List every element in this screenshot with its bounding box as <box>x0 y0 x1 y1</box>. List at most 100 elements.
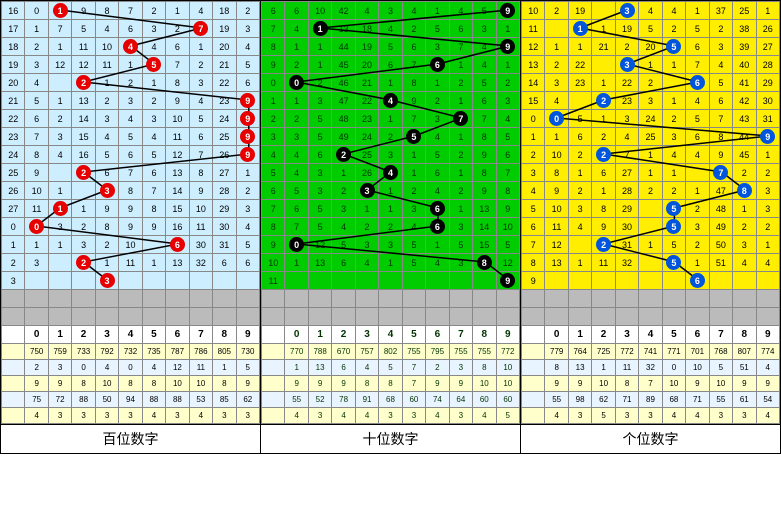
cell: 5 <box>473 2 496 20</box>
summary-cell: 68 <box>662 392 685 408</box>
trend-ball: 0 <box>29 219 44 234</box>
summary-cell: 725 <box>592 344 615 360</box>
table-row: 1211212205633927 <box>522 38 780 56</box>
trend-ball: 6 <box>430 57 445 72</box>
trend-ball: 4 <box>123 39 138 54</box>
cell: 2 <box>568 146 591 164</box>
header-cell: 5 <box>142 326 165 344</box>
cell: 3 <box>142 110 165 128</box>
summary-cell: 771 <box>662 344 685 360</box>
cell: 3 <box>285 128 308 146</box>
summary-cell: 85 <box>213 392 236 408</box>
cell: 23 <box>615 92 638 110</box>
cell: 28 <box>756 56 779 74</box>
trend-ball: 3 <box>620 57 635 72</box>
table-row: 6610424341459 <box>262 2 520 20</box>
cell: 5 <box>402 128 425 146</box>
cell <box>166 272 189 290</box>
spacer-cell <box>639 308 662 326</box>
table-row: 248416565127269 <box>2 146 260 164</box>
spacer-cell <box>213 290 236 308</box>
summary-cell: 88 <box>142 392 165 408</box>
summary-cell: 10 <box>686 360 709 376</box>
cell: 6 <box>686 74 709 92</box>
table-row: 2592676138271 <box>2 164 260 182</box>
cell: 2 <box>545 56 568 74</box>
cell: 3 <box>449 254 472 272</box>
cell: 6 <box>709 92 732 110</box>
header-cell <box>262 326 285 344</box>
summary-cell: 55 <box>709 392 732 408</box>
summary-cell: 1 <box>213 360 236 376</box>
cell: 37 <box>709 2 732 20</box>
table-row: 237315454116259 <box>2 128 260 146</box>
cell: 5 <box>236 56 259 74</box>
header-cell: 3 <box>355 326 378 344</box>
cell: 12 <box>308 236 331 254</box>
cell: 1 <box>285 254 308 272</box>
table-row: 5103829524813 <box>522 200 780 218</box>
cell: 0 <box>25 218 48 236</box>
cell: 8 <box>473 164 496 182</box>
cell: 3 <box>709 38 732 56</box>
summary-cell: 53 <box>189 392 212 408</box>
cell: 1 <box>639 56 662 74</box>
summary-cell: 9 <box>686 376 709 392</box>
summary-lead <box>522 392 545 408</box>
cell: 1 <box>332 164 355 182</box>
trend-ball: 9 <box>500 273 515 288</box>
summary-cell: 9 <box>48 376 71 392</box>
cell: 1 <box>48 92 71 110</box>
summary-lead <box>262 360 285 376</box>
spacer-cell <box>25 308 48 326</box>
header-cell: 8 <box>213 326 236 344</box>
summary-cell: 78 <box>332 392 355 408</box>
spacer-cell <box>545 308 568 326</box>
summary-cell: 9 <box>733 376 756 392</box>
table-row: 182111104461204 <box>2 38 260 56</box>
cell: 2 <box>379 218 402 236</box>
cell: 9 <box>189 182 212 200</box>
cell: 9 <box>473 182 496 200</box>
cell: 9 <box>402 92 425 110</box>
cell: 6 <box>426 164 449 182</box>
summary-cell: 4 <box>426 408 449 424</box>
row-index: 6 <box>262 2 285 20</box>
cell: 45 <box>332 56 355 74</box>
cell: 47 <box>332 92 355 110</box>
cell <box>568 92 591 110</box>
cell: 8 <box>95 2 118 20</box>
summary-cell: 779 <box>545 344 568 360</box>
cell: 2 <box>332 182 355 200</box>
header-cell: 8 <box>473 326 496 344</box>
cell: 27 <box>213 164 236 182</box>
cell: 4 <box>426 182 449 200</box>
cell: 4 <box>426 254 449 272</box>
cell: 1 <box>189 38 212 56</box>
cell: 10 <box>95 38 118 56</box>
summary-cell: 52 <box>308 392 331 408</box>
cell: 2 <box>285 110 308 128</box>
cell: 2 <box>639 74 662 92</box>
header-cell: 6 <box>686 326 709 344</box>
row-index: 2 <box>262 110 285 128</box>
cell: 9 <box>25 164 48 182</box>
summary-row: 113645723810 <box>262 360 520 376</box>
cell: 2 <box>686 200 709 218</box>
cell: 26 <box>213 146 236 164</box>
cell: 30 <box>213 218 236 236</box>
summary-cell: 768 <box>709 344 732 360</box>
summary-cell: 759 <box>48 344 71 360</box>
cell: 3 <box>686 218 709 236</box>
cell: 4 <box>142 128 165 146</box>
cell: 3 <box>142 20 165 38</box>
cell: 2 <box>355 218 378 236</box>
cell: 9 <box>142 218 165 236</box>
spacer-cell <box>709 308 732 326</box>
spacer-cell <box>332 290 355 308</box>
cell: 4 <box>142 38 165 56</box>
cell: 5 <box>686 20 709 38</box>
spacer-cell <box>709 290 732 308</box>
cell: 8 <box>545 164 568 182</box>
cell: 0 <box>25 2 48 20</box>
